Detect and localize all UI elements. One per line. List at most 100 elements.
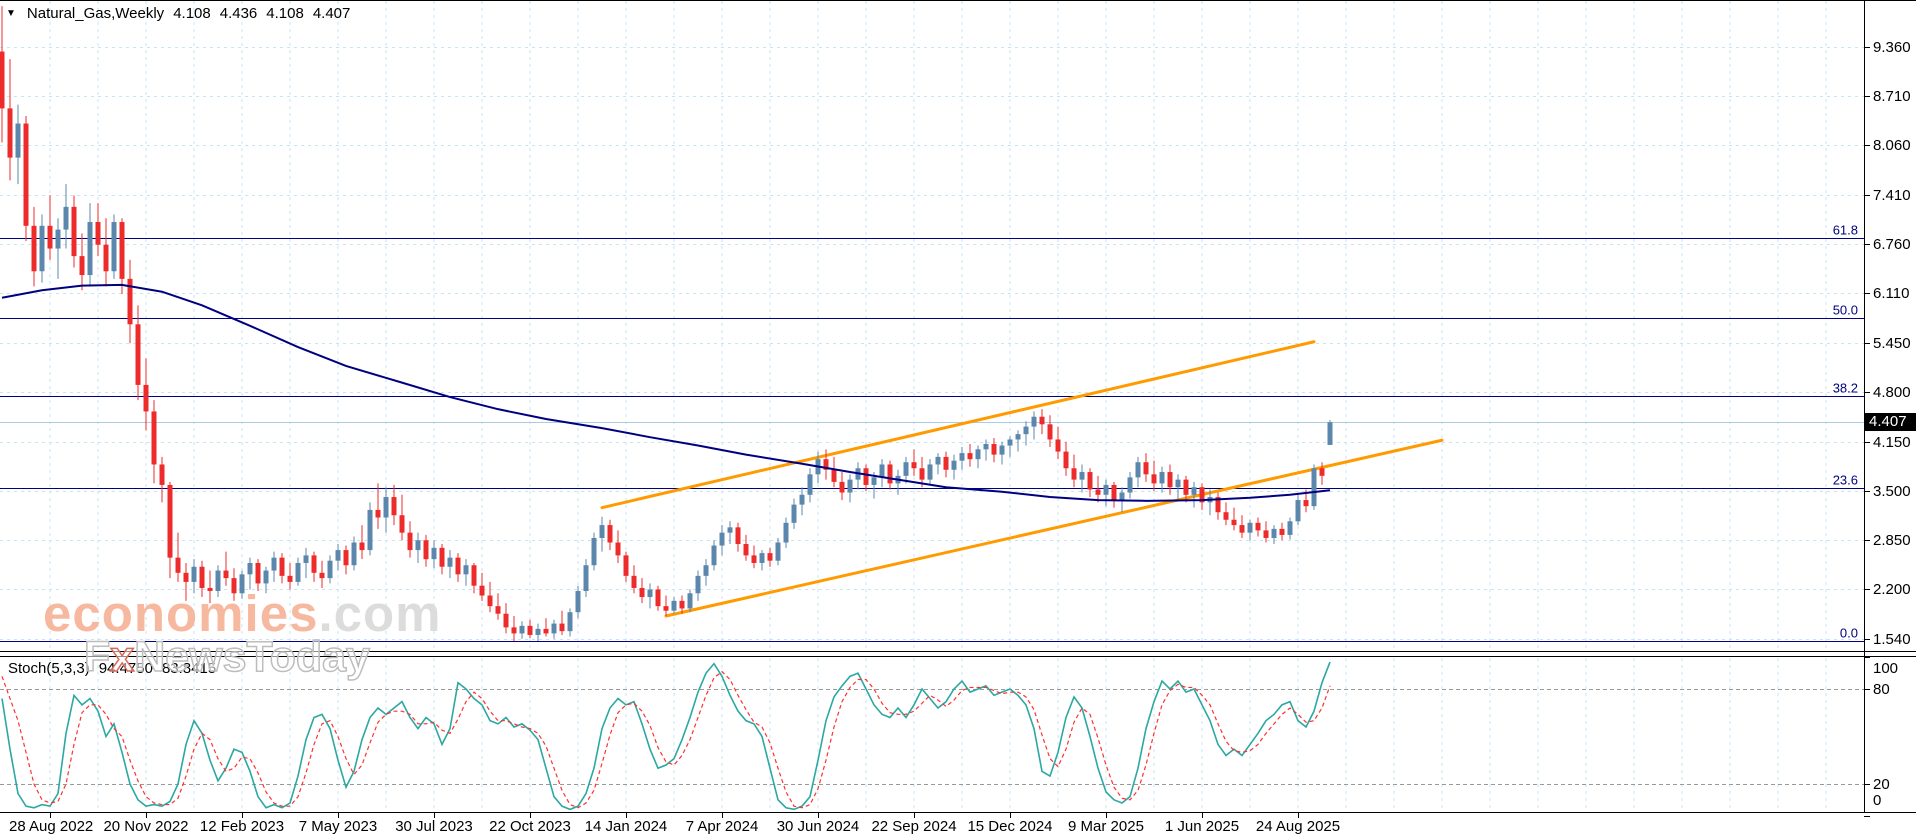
candle-body (0, 51, 5, 109)
candle-body (271, 557, 277, 571)
candle-body (959, 453, 965, 461)
date-tick-label: 28 Aug 2022 (9, 818, 93, 835)
candle-body (1175, 479, 1181, 488)
candle-body (943, 456, 949, 470)
candle-body (167, 484, 173, 558)
candle-body (535, 628, 541, 635)
candle-body (767, 553, 773, 561)
date-tick-label: 12 Feb 2023 (200, 818, 284, 835)
candle-body (1007, 439, 1013, 446)
date-tick-label: 30 Jul 2023 (395, 818, 473, 835)
candle-body (343, 550, 349, 566)
candle-body (1183, 479, 1189, 495)
candle-body (495, 606, 501, 614)
candle-body (47, 225, 53, 249)
candle-body (231, 578, 237, 594)
date-tick-label: 9 Mar 2025 (1068, 818, 1144, 835)
stoch-main-line (1, 661, 1331, 811)
stochastic-label: Stoch(5,3,3) 94.4750 83.8415 (8, 660, 216, 677)
price-tick-label: 6.110 (1873, 285, 1909, 302)
candle-body (367, 509, 373, 551)
candle-body (247, 562, 253, 575)
candle-body (519, 625, 525, 634)
candle-body (1111, 484, 1117, 501)
candle-body (591, 537, 597, 566)
symbol-dropdown-icon[interactable]: ▼ (6, 8, 16, 19)
candle-body (359, 542, 365, 551)
candle-body (807, 474, 813, 495)
candle-body (983, 444, 989, 450)
candle-body (335, 550, 341, 561)
price-tick-label: 9.360 (1873, 39, 1911, 56)
candle-body (159, 464, 165, 485)
candle-body (1231, 519, 1237, 526)
trend-channel-line (600, 340, 1316, 510)
candle-body (295, 562, 301, 582)
candle-body (1135, 462, 1141, 478)
candle-body (839, 481, 845, 493)
candle-body (135, 324, 141, 385)
date-tick-label: 14 Jan 2024 (585, 818, 668, 835)
candle-body (471, 565, 477, 586)
candle-body (1087, 472, 1093, 490)
candle-body (1159, 472, 1165, 484)
candle-body (103, 244, 109, 272)
candle-body (927, 464, 933, 480)
candle-body (1127, 477, 1133, 493)
candle-body (407, 532, 413, 551)
candle-body (111, 222, 117, 272)
candle-body (1271, 528, 1277, 538)
candle-body (1031, 416, 1037, 427)
candle-body (1063, 451, 1069, 469)
candle-body (391, 497, 397, 516)
candle-body (199, 566, 205, 588)
fib-label: 23.6 (1833, 473, 1858, 488)
fib-label: 61.8 (1833, 223, 1858, 238)
candle-body (751, 555, 757, 563)
candle-body (63, 206, 69, 230)
candle-body (311, 555, 317, 573)
candle-body (679, 600, 685, 609)
candle-body (791, 504, 797, 523)
chart-title: ▼ Natural_Gas,Weekly 4.108 4.436 4.108 4… (6, 5, 350, 22)
candle-body (7, 108, 13, 158)
candle-body (183, 572, 189, 582)
stoch-tick-label: 0 (1873, 792, 1881, 809)
candle-body (375, 509, 381, 518)
candle-body (919, 468, 925, 480)
candle-body (55, 229, 61, 249)
candle-body (951, 460, 957, 470)
candle-body (1167, 472, 1173, 488)
price-tick-label: 8.060 (1873, 137, 1911, 154)
candle-body (719, 532, 725, 546)
candle-body (303, 555, 309, 563)
fib-label: 50.0 (1833, 303, 1858, 318)
candle-body (687, 593, 693, 609)
candle-body (1151, 474, 1157, 484)
candle-body (1079, 472, 1085, 480)
candle-body (455, 557, 461, 575)
candle-body (999, 445, 1005, 455)
candle-body (287, 575, 293, 582)
candle-body (503, 613, 509, 628)
price-tick-label: 1.540 (1873, 631, 1911, 648)
candle-body (775, 542, 781, 561)
price-tick-label: 2.850 (1873, 532, 1911, 549)
date-tick-label: 15 Dec 2024 (967, 818, 1052, 835)
candle-body (639, 587, 645, 598)
candle-body (1311, 468, 1317, 507)
candle-body (799, 494, 805, 505)
candle-body (119, 222, 125, 279)
price-tick-label: 5.450 (1873, 335, 1911, 352)
stoch-signal-line (1, 670, 1331, 809)
candle-body (351, 542, 357, 566)
candle-body (1071, 468, 1077, 480)
candle-body (615, 542, 621, 556)
date-tick-label: 7 Apr 2024 (686, 818, 759, 835)
candle-body (87, 222, 93, 276)
candle-body (15, 123, 21, 158)
candle-body (95, 222, 101, 245)
ohlc-high: 4.436 (219, 5, 258, 22)
